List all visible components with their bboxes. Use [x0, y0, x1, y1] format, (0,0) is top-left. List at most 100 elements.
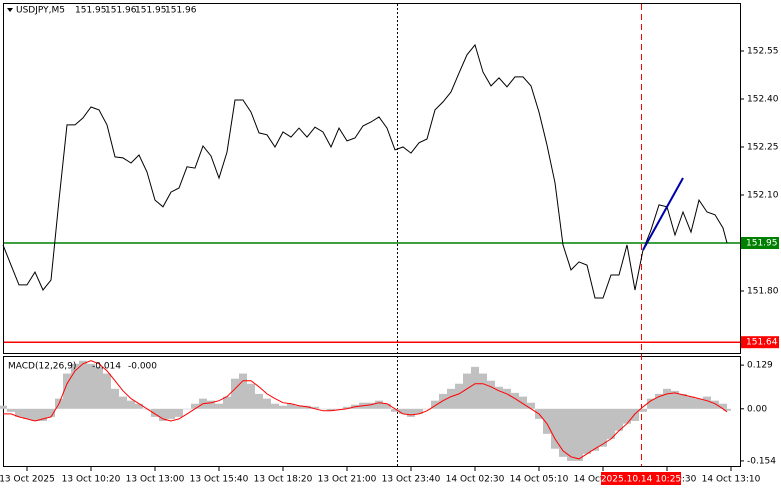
macd-bar [71, 363, 79, 409]
level-label: 151.64 [746, 338, 778, 348]
macd-bar [591, 408, 599, 451]
level-label-box [741, 237, 779, 249]
macd-bar [431, 400, 439, 409]
macd-bar [383, 403, 391, 409]
macd-bar [551, 408, 559, 449]
price-line [2, 43, 728, 299]
macd-bar [723, 408, 731, 411]
collapse-icon [7, 8, 13, 12]
macd-bar [47, 408, 55, 417]
macd-bar [487, 380, 495, 409]
macd-bar [495, 386, 503, 409]
macd-bar [575, 408, 583, 461]
macd-bar [567, 408, 575, 461]
macd-bar [15, 408, 23, 417]
macd-bar [623, 408, 631, 424]
macd-bar [319, 408, 327, 410]
trend-line [642, 177, 684, 251]
macd-bar [679, 393, 687, 409]
macd-bar [655, 393, 663, 409]
x-tick-label: 13 Oct 13:00 [126, 475, 185, 485]
macd-bar [127, 400, 135, 409]
macd-bar [607, 408, 615, 439]
macd-bar [631, 408, 639, 421]
x-tick-label: 13 Oct 2025 [0, 475, 55, 485]
macd-bar [399, 408, 407, 414]
macd-bar [239, 373, 247, 409]
macd-bar [39, 408, 47, 421]
macd-bar [415, 408, 423, 414]
y-tick-label: 152.40 [747, 95, 779, 105]
macd-bar [615, 408, 623, 431]
x-tick-label: 14 Oct 13:10 [702, 475, 761, 485]
macd-bar [559, 408, 567, 457]
macd-bar [647, 398, 655, 409]
macd-bar [391, 408, 399, 412]
macd-bar [367, 402, 375, 409]
level-label-box [741, 336, 779, 349]
macd-frame [3, 356, 741, 467]
macd-bar [183, 408, 191, 410]
macd-bar [511, 392, 519, 409]
macd-bar [527, 402, 535, 409]
macd-bar [271, 403, 279, 409]
macd-bar [663, 388, 671, 409]
macd-bar [95, 366, 103, 409]
level-label: 151.95 [746, 239, 778, 249]
y-tick-label: 151.80 [747, 287, 779, 297]
macd-bar [263, 398, 271, 409]
crosshair-time-label: 2025.10.14 10:25 [601, 475, 681, 485]
macd-bar [135, 403, 143, 409]
macd-bar [151, 408, 159, 417]
macd-bar [519, 396, 527, 409]
macd-bar [439, 393, 447, 409]
macd-bar [279, 405, 287, 409]
macd-bar [63, 373, 71, 409]
price-frame [3, 3, 741, 354]
macd-bar [479, 373, 487, 409]
macd-bar [191, 403, 199, 409]
macd-bar [0, 405, 7, 409]
y-tick-label: 152.10 [747, 191, 779, 201]
ohlc-value: 151.96 [105, 6, 137, 16]
x-tick-label: 13 Oct 23:40 [382, 475, 441, 485]
macd-bar [255, 393, 263, 409]
macd-bar [447, 388, 455, 409]
macd-bar [543, 408, 551, 434]
macd-bar [327, 408, 335, 411]
macd-bar [471, 366, 479, 409]
macd-bar [31, 408, 39, 421]
ohlc-value: 151.95 [135, 6, 167, 16]
x-tick-label: 14 Oct 05:10 [510, 475, 569, 485]
macd-bar [223, 396, 231, 409]
x-tick-label: 14 Oct 02:30 [446, 475, 505, 485]
macd-bar [599, 408, 607, 447]
macd-bar [375, 400, 383, 409]
macd-bar [79, 360, 87, 409]
macd-bar [407, 408, 415, 417]
macd-bar [423, 408, 431, 410]
macd-bar [503, 388, 511, 409]
macd-bar [175, 408, 183, 417]
macd-bar [335, 408, 343, 410]
macd-bar [719, 403, 727, 409]
macd-bar [671, 390, 679, 409]
ohlc-value: 151.96 [165, 6, 197, 16]
macd-bar [463, 373, 471, 409]
crosshair-time-box [601, 472, 681, 485]
macd-bar [23, 408, 31, 419]
macd-bar [295, 405, 303, 409]
macd-bar [167, 408, 175, 419]
macd-bar [455, 383, 463, 409]
macd-bar [343, 406, 351, 409]
indicator-value: -0.000 [128, 362, 157, 372]
macd-bar [695, 398, 703, 409]
ohlc-value: 151.95 [75, 6, 107, 16]
macd-bar [159, 408, 167, 421]
macd-bar [703, 396, 711, 409]
signal-line [3, 360, 728, 460]
x-tick-label: 13 Oct 10:20 [62, 475, 121, 485]
x-tick-label: 13 Oct 15:40 [190, 475, 249, 485]
